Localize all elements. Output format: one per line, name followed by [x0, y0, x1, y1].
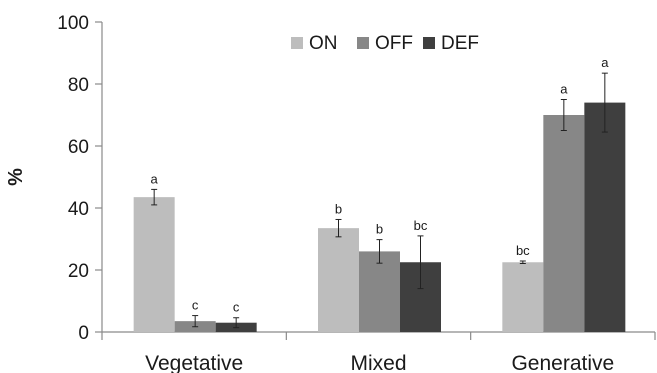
significance-label: a	[601, 55, 609, 70]
y-tick-label: 0	[78, 323, 89, 344]
bar	[584, 102, 626, 332]
legend-label: ON	[309, 33, 338, 54]
bar	[133, 197, 175, 332]
significance-label: a	[560, 82, 568, 97]
y-tick-label: 40	[68, 199, 89, 220]
legend-label: DEF	[441, 33, 479, 54]
y-tick-label: 20	[68, 261, 89, 282]
legend: ON OFF DEF	[291, 33, 479, 54]
bar	[359, 251, 400, 332]
bars: a b bc c b a c bc a	[133, 55, 626, 332]
bar	[318, 228, 359, 332]
significance-label: bc	[414, 218, 428, 233]
y-tick-label: 60	[68, 137, 89, 158]
bar	[543, 115, 585, 332]
legend-swatch	[357, 37, 369, 49]
legend-swatch	[291, 37, 303, 49]
significance-label: bc	[516, 243, 530, 258]
bar	[502, 262, 544, 332]
y-tick-label: 100	[57, 13, 89, 34]
x-category-label: Vegetative	[145, 352, 243, 373]
legend-label: OFF	[375, 33, 413, 54]
y-tick-label: 80	[68, 75, 89, 96]
significance-label: b	[335, 201, 342, 216]
legend-swatch	[423, 37, 435, 49]
y-axis-label: %	[5, 168, 27, 186]
x-category-label: Generative	[511, 352, 614, 373]
x-category-label: Mixed	[350, 352, 406, 373]
significance-label: a	[151, 171, 159, 186]
significance-label: c	[192, 298, 199, 313]
significance-label: c	[233, 300, 240, 315]
significance-label: b	[376, 222, 383, 237]
axes: 0 20 40 60 80 100 Vegetative Mixed Generative	[57, 13, 656, 373]
